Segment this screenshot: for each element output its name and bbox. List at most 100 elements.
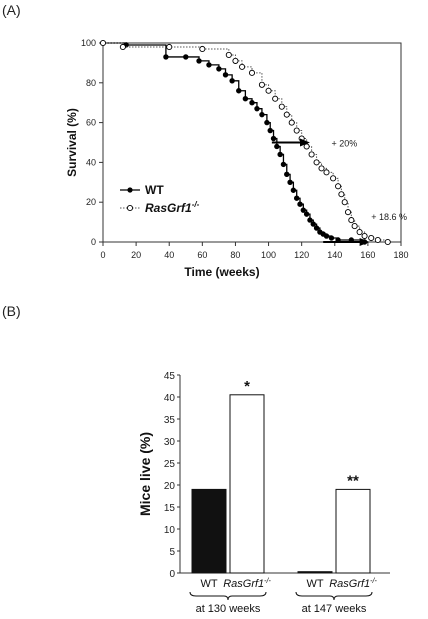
ko-data-point	[303, 143, 310, 150]
wt-bar-147	[297, 571, 333, 574]
y-tick-label: 100	[81, 38, 96, 48]
bar-y-tick-label: 45	[164, 371, 176, 382]
ko-bar-130	[229, 394, 265, 574]
ko-data-point	[313, 159, 320, 166]
bar-y-tick-label: 35	[164, 415, 176, 426]
wt-data-point	[216, 66, 222, 72]
x-axis-label: Time (weeks)	[184, 265, 259, 279]
wt-data-point	[236, 88, 242, 94]
ko-data-point	[384, 238, 391, 246]
ko-data-point	[248, 69, 256, 76]
ko-data-point	[288, 119, 295, 126]
ko-bar-147	[335, 488, 371, 574]
wt-data-point	[259, 111, 265, 118]
y-tick-label: 60	[86, 118, 96, 128]
ko-data-point	[293, 127, 300, 134]
wt-data-point	[300, 207, 307, 213]
ko-data-point	[258, 81, 265, 88]
ko-data-point	[283, 111, 290, 118]
plot-frame	[102, 42, 402, 243]
wt-data-point	[254, 105, 260, 112]
wt-data-point	[249, 99, 255, 106]
ko-data-point	[199, 45, 206, 53]
annotation-label: + 20%	[331, 139, 357, 149]
wt-data-point	[196, 58, 202, 64]
legend-wt-marker	[127, 187, 133, 193]
arrow-18-head	[359, 238, 370, 246]
ko-bar-label: RasGrf1-/-	[329, 578, 377, 590]
wt-data-point	[183, 54, 189, 60]
wt-data-point	[313, 225, 320, 231]
survival-chart: 0 20 40 60 80 100 120 140 160 180020406080100Time…	[65, 38, 409, 279]
bar-y-tick-label: 20	[164, 481, 176, 492]
significance-marker: *	[244, 378, 250, 395]
wt-data-point	[297, 201, 303, 207]
y-axis-label: Survival (%)	[65, 108, 79, 177]
wt-data-point	[287, 179, 293, 186]
wt-data-point	[163, 54, 169, 60]
ko-data-point	[356, 228, 363, 236]
x-tick-label: 60	[197, 250, 207, 260]
legend-ko-marker	[126, 204, 134, 212]
wt-bar-130	[191, 488, 227, 574]
wt-data-point	[222, 72, 229, 78]
ko-data-point	[239, 63, 246, 70]
ko-data-point	[119, 43, 126, 51]
wt-data-point	[277, 151, 283, 158]
ko-data-point	[166, 43, 173, 51]
ko-data-point	[368, 234, 375, 242]
wt-data-point	[303, 211, 310, 217]
bar-y-tick-label: 30	[164, 437, 176, 448]
x-tick-label: 180	[393, 250, 408, 260]
wt-data-point	[307, 217, 313, 223]
ko-data-point	[323, 169, 330, 176]
panel-label-a: (A)	[2, 2, 21, 18]
wt-data-point	[294, 195, 300, 201]
bar-y-tick-label: 40	[164, 393, 176, 404]
ko-bar-name: RasGrf1	[329, 578, 370, 590]
ko-data-point	[272, 95, 279, 102]
bar-y-axis-label: Mice live (%)	[137, 432, 153, 516]
bar-y-tick-label: 5	[169, 547, 175, 558]
legend-ko-label: RasGrf1-/-	[145, 200, 200, 215]
group-brace	[189, 591, 267, 601]
y-tick-label: 0	[91, 237, 96, 247]
x-tick-label: 120	[294, 250, 309, 260]
panel-label-b: (B)	[2, 303, 21, 319]
ko-data-point	[351, 223, 358, 230]
wt-data-point	[206, 62, 212, 68]
x-tick-label: 0	[100, 250, 105, 260]
x-tick-label: 140	[327, 250, 342, 260]
ko-data-point	[278, 103, 285, 110]
wt-data-point	[310, 221, 316, 227]
x-tick-label: 100	[261, 250, 276, 260]
group-label: at 147 weeks	[302, 603, 367, 615]
arrow-20-head	[300, 138, 310, 147]
wt-data-point	[242, 96, 249, 102]
ko-bar-superscript: -/-	[264, 578, 271, 585]
legend-wt-label: WT	[145, 183, 164, 197]
ko-data-point	[338, 191, 345, 198]
ko-data-point	[374, 236, 381, 244]
group-label: at 130 weeks	[196, 603, 261, 615]
wt-data-point	[280, 161, 287, 168]
bar-y-tick-label: 25	[164, 459, 176, 470]
ko-data-point	[341, 199, 348, 206]
wt-data-point	[290, 187, 297, 193]
group-brace	[295, 591, 373, 601]
y-tick-label: 80	[86, 78, 96, 88]
wt-data-point	[267, 127, 273, 134]
ko-data-point	[361, 232, 368, 240]
y-tick-label: 20	[86, 197, 96, 207]
ko-data-point	[335, 183, 342, 190]
legend-ko-name: RasGrf1	[145, 201, 192, 215]
wt-bar-label: WT	[200, 578, 217, 590]
ko-data-point	[318, 165, 325, 172]
wt-data-point	[229, 78, 235, 84]
wt-bar-label: WT	[306, 578, 323, 590]
ko-data-point	[330, 175, 337, 182]
ko-bar-label: RasGrf1-/-	[223, 578, 271, 590]
wt-data-point	[270, 135, 277, 142]
ko-data-point	[99, 39, 107, 47]
annotation-label: + 18.6 %	[371, 212, 407, 222]
